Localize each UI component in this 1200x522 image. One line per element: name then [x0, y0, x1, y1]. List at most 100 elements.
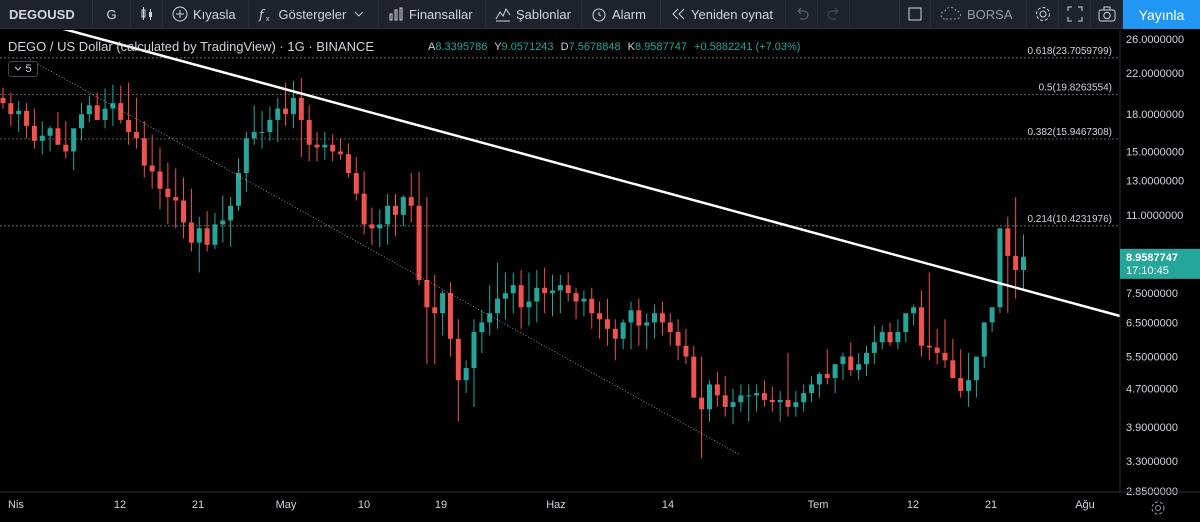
- candle-body: [793, 402, 799, 407]
- candle-body: [385, 205, 391, 225]
- price-chart[interactable]: 0.618(23.7059799) 0.5(19.8263554) 0.382(15…: [0, 30, 1200, 522]
- candle-body: [973, 356, 979, 381]
- candle-body: [432, 307, 438, 314]
- candle-body: [353, 172, 359, 194]
- candle-body: [455, 338, 461, 381]
- candle-body: [361, 193, 367, 225]
- time-tick-label: 21: [985, 499, 997, 511]
- candle-body: [86, 105, 92, 115]
- close-key: K: [627, 41, 635, 53]
- indicator-count: 5: [25, 63, 32, 75]
- candle-body: [314, 144, 320, 148]
- candle-body: [463, 368, 469, 381]
- candle-body: [31, 125, 37, 141]
- undo-button[interactable]: [786, 0, 818, 29]
- financials-label: Finansallar: [409, 6, 473, 22]
- candle-body: [848, 356, 854, 371]
- undo-icon: [796, 7, 808, 20]
- candle-body: [557, 285, 563, 291]
- candle-body: [612, 328, 618, 339]
- candle-body: [283, 108, 289, 115]
- alert-button[interactable]: Alarm: [582, 0, 661, 29]
- chart-type-button[interactable]: [131, 0, 163, 29]
- price-tick-label: 3.9000000: [1126, 422, 1178, 434]
- symbol-search[interactable]: DEGOUSD: [0, 0, 93, 29]
- candle-body: [958, 378, 964, 391]
- candle-body: [204, 228, 210, 245]
- price-tick-label: 11.0000000: [1126, 210, 1183, 222]
- candle-body: [550, 290, 555, 294]
- bar-countdown: 17:10:45: [1126, 265, 1169, 277]
- candle-body: [542, 287, 548, 294]
- time-tick-label: 14: [662, 499, 674, 511]
- candle-body: [801, 393, 807, 403]
- indicator-count-badge[interactable]: 5: [8, 61, 38, 77]
- candle-body: [597, 313, 603, 320]
- fib-level-label: 0.5(19.8263554): [1039, 82, 1112, 93]
- square-icon: [908, 7, 922, 21]
- candle-body: [942, 352, 948, 361]
- publish-button[interactable]: Yayınla: [1123, 0, 1200, 29]
- candle-body: [675, 332, 681, 346]
- low-key: D: [560, 41, 569, 53]
- fullscreen-button[interactable]: [1059, 0, 1091, 29]
- candle-body: [761, 393, 767, 400]
- time-tick-label: May: [276, 499, 297, 511]
- financials-button[interactable]: Finansallar: [379, 0, 486, 29]
- candle-body: [832, 364, 838, 379]
- candle-body: [393, 205, 398, 215]
- candle-body: [856, 364, 862, 371]
- candle-body: [864, 352, 869, 365]
- candle-body: [714, 384, 720, 396]
- candle-body: [275, 108, 281, 120]
- replay-button[interactable]: Yeniden oynat: [661, 0, 786, 29]
- candle-body: [534, 287, 540, 302]
- candle-body: [487, 313, 493, 323]
- cloud-icon: [940, 6, 961, 20]
- descending-trendline: [62, 30, 1121, 318]
- dotted-trendline: [29, 59, 741, 456]
- candle-body: [997, 228, 1003, 308]
- candle-body: [8, 103, 14, 115]
- alarm-clock-icon: [592, 8, 606, 22]
- candle-body: [840, 356, 846, 365]
- svg-text:x: x: [266, 15, 270, 22]
- open-key: A: [428, 41, 436, 53]
- ohlc-legend: A8.3395786 Y9.0571243 D7.5678848 K8.9587…: [428, 41, 804, 53]
- candle-body: [267, 119, 273, 132]
- redo-button[interactable]: [818, 0, 850, 29]
- candle-body: [236, 172, 241, 206]
- candle-body: [722, 395, 728, 407]
- snapshot-button[interactable]: [1091, 0, 1123, 29]
- last-price-value: 8.9587747: [1126, 252, 1178, 264]
- layout-button[interactable]: [899, 0, 931, 29]
- candle-body: [141, 138, 147, 166]
- templates-label: Şablonlar: [516, 6, 571, 22]
- price-tick-label: 3.3000000: [1126, 456, 1178, 468]
- last-price-box: [1120, 248, 1200, 279]
- time-tick-label: 12: [114, 499, 126, 511]
- candle-body: [604, 319, 610, 329]
- bar-chart-icon: [389, 7, 403, 21]
- candle-body: [39, 135, 45, 141]
- interval-button[interactable]: G: [93, 0, 131, 29]
- candle-body: [934, 347, 940, 353]
- settings-button[interactable]: [1027, 0, 1059, 29]
- candle-body: [424, 279, 430, 308]
- high-key: Y: [494, 41, 502, 53]
- price-tick-label: 18.0000000: [1126, 109, 1184, 121]
- axis-settings-gear-icon[interactable]: [1150, 500, 1166, 516]
- price-tick-label: 6.5000000: [1126, 317, 1178, 329]
- candle-body: [510, 285, 516, 294]
- fib-level-label: 0.618(23.7059799): [1027, 46, 1112, 57]
- candle-body: [683, 345, 689, 357]
- candle-body: [290, 97, 296, 115]
- compare-button[interactable]: Kıyasla: [163, 0, 249, 29]
- candle-body: [1005, 228, 1011, 256]
- candle-body: [746, 395, 752, 397]
- plus-circle-icon: [172, 6, 188, 22]
- exchange-button[interactable]: BORSA: [931, 0, 1027, 29]
- candle-body: [926, 345, 932, 348]
- templates-button[interactable]: Şablonlar: [486, 0, 582, 29]
